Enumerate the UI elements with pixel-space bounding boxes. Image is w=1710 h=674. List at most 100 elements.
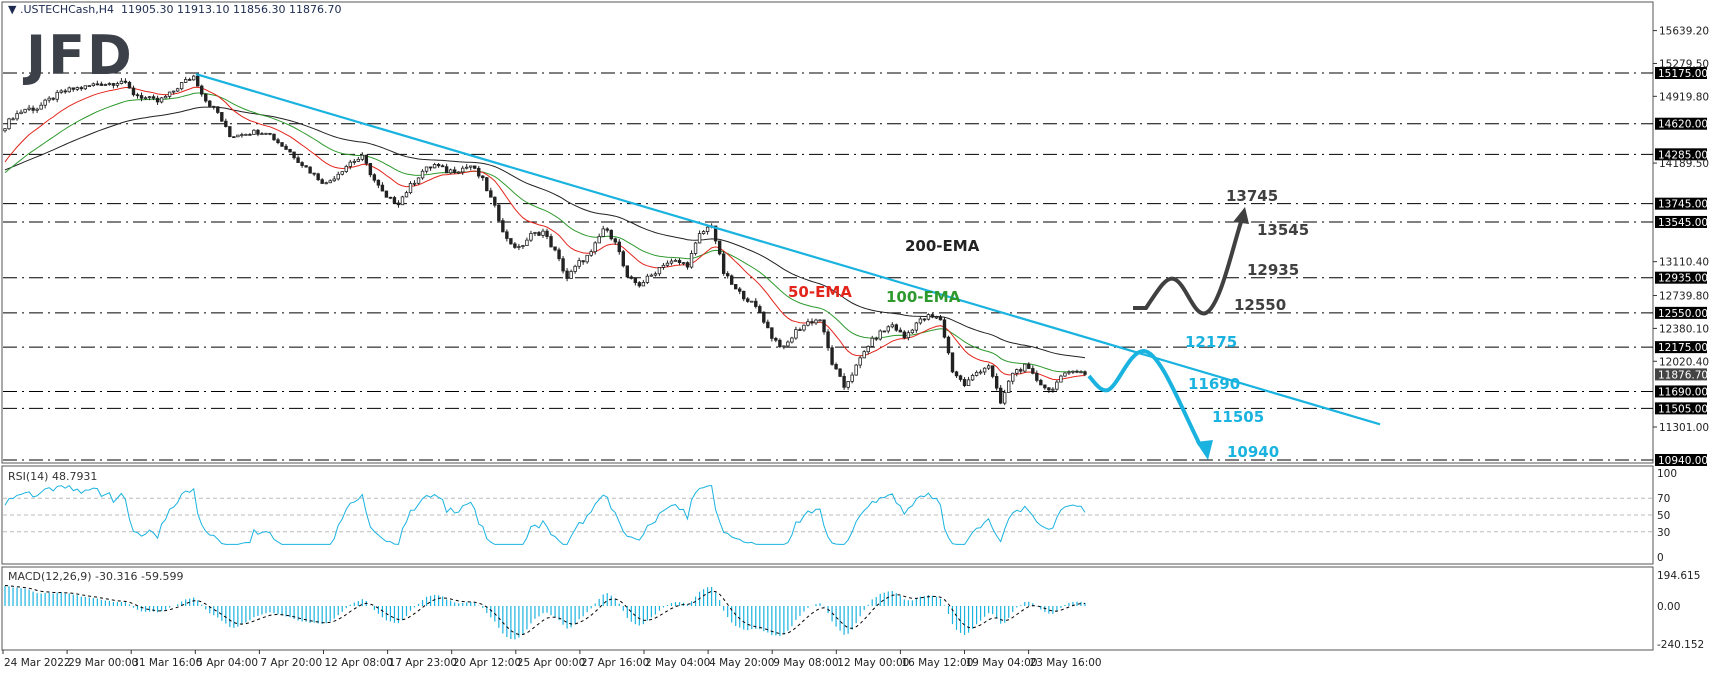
price-tick-label: 14189.50 bbox=[1659, 158, 1709, 170]
price-tick-label: 13110.40 bbox=[1659, 257, 1709, 269]
bearish-arrowhead-icon bbox=[1196, 440, 1213, 460]
target-12935: 12935 bbox=[1247, 261, 1299, 279]
candle-body bbox=[196, 75, 200, 87]
candle-body bbox=[525, 239, 529, 247]
macd-tick-label: 194.615 bbox=[1657, 570, 1700, 582]
candle-body bbox=[420, 170, 425, 179]
candle-body bbox=[938, 316, 943, 321]
candle-body bbox=[533, 232, 537, 234]
candle-body bbox=[372, 174, 377, 181]
candle-body bbox=[260, 133, 264, 135]
rsi-tick-label: 100 bbox=[1657, 468, 1677, 480]
level-price-label: 11690.00 bbox=[1658, 386, 1708, 398]
candle-body bbox=[328, 180, 332, 184]
candle-body bbox=[432, 164, 437, 169]
candle-body bbox=[605, 228, 609, 231]
candle-body bbox=[155, 97, 160, 103]
candle-body bbox=[581, 260, 585, 263]
candle-body bbox=[1035, 372, 1039, 381]
ema100-line bbox=[4, 92, 1086, 373]
candle-body bbox=[758, 306, 762, 313]
candle-body bbox=[380, 184, 385, 192]
candle-body bbox=[754, 300, 758, 307]
candle-body bbox=[641, 282, 646, 287]
candle-body bbox=[842, 375, 846, 388]
candle-body bbox=[541, 230, 545, 236]
candle-body bbox=[601, 228, 605, 237]
candle-body bbox=[27, 107, 31, 110]
candle-body bbox=[1023, 363, 1027, 372]
candle-body bbox=[734, 284, 738, 290]
candle-body bbox=[661, 264, 666, 268]
candle-body bbox=[55, 91, 59, 100]
level-price-box bbox=[1655, 67, 1707, 79]
candle-body bbox=[119, 80, 124, 84]
candle-body bbox=[882, 330, 886, 333]
time-tick-label: 25 Apr 00:00 bbox=[517, 657, 585, 669]
candle-body bbox=[497, 204, 501, 222]
level-price-label: 11505.00 bbox=[1658, 403, 1708, 415]
candle-body bbox=[693, 242, 698, 254]
candle-body bbox=[103, 84, 108, 86]
candle-body bbox=[7, 118, 11, 130]
candle-body bbox=[163, 95, 168, 99]
candle-body bbox=[750, 300, 754, 303]
candle-body bbox=[902, 331, 907, 339]
candle-body bbox=[344, 166, 348, 173]
candle-body bbox=[681, 262, 686, 264]
candle-body bbox=[143, 97, 148, 100]
candle-body bbox=[236, 134, 240, 138]
candle-body bbox=[665, 262, 670, 266]
candle-body bbox=[858, 357, 862, 366]
macd-signal-line bbox=[4, 585, 1086, 635]
candle-body bbox=[978, 371, 983, 374]
candle-body bbox=[802, 324, 806, 331]
menu-triangle-icon[interactable]: ▼ bbox=[8, 3, 17, 16]
rsi-levels bbox=[3, 497, 1653, 533]
target-11505: 11505 bbox=[1212, 408, 1264, 426]
candle-body bbox=[284, 145, 288, 150]
time-tick-label: 4 May 20:00 bbox=[709, 657, 774, 669]
level-price-label: 15175.00 bbox=[1658, 68, 1708, 80]
target-11690: 11690 bbox=[1188, 375, 1240, 393]
time-tick-label: 5 Apr 04:00 bbox=[196, 657, 258, 669]
candle-body bbox=[898, 329, 903, 333]
candle-body bbox=[63, 90, 67, 93]
level-price-label: 10940.00 bbox=[1658, 455, 1708, 467]
candle-body bbox=[396, 202, 401, 206]
candle-body bbox=[954, 371, 959, 377]
candle-body bbox=[416, 177, 421, 184]
candle-body bbox=[870, 337, 874, 347]
candle-body bbox=[593, 242, 597, 253]
candle-body bbox=[966, 379, 971, 387]
candle-body bbox=[412, 182, 417, 185]
candle-body bbox=[356, 158, 361, 162]
candle-body bbox=[83, 85, 87, 90]
candle-body bbox=[934, 316, 939, 319]
price-axis: 15175.00 14620.00 14285.00 13745.00 13545.00… bbox=[1653, 26, 1709, 651]
candle-body bbox=[47, 97, 51, 101]
candle-body bbox=[191, 75, 196, 81]
candle-body bbox=[115, 83, 120, 86]
candle-body bbox=[685, 262, 690, 268]
candle-body bbox=[1051, 388, 1055, 391]
candle-body bbox=[473, 165, 477, 169]
time-tick-label: 2 May 04:00 bbox=[645, 657, 710, 669]
candle-body bbox=[179, 82, 184, 90]
current-price-box bbox=[1655, 368, 1707, 381]
ema-lines bbox=[4, 86, 1086, 381]
candle-body bbox=[697, 233, 702, 244]
candle-body bbox=[974, 371, 979, 376]
level-price-box bbox=[1655, 341, 1707, 354]
level-price-box bbox=[1655, 453, 1707, 466]
candle-body bbox=[798, 329, 802, 331]
candle-body bbox=[39, 104, 43, 110]
candle-body bbox=[585, 254, 589, 263]
candle-body bbox=[216, 106, 220, 113]
rsi-polyline bbox=[4, 484, 1086, 545]
candle-body bbox=[187, 79, 192, 81]
candle-body bbox=[465, 166, 469, 169]
candle-body bbox=[200, 85, 204, 95]
